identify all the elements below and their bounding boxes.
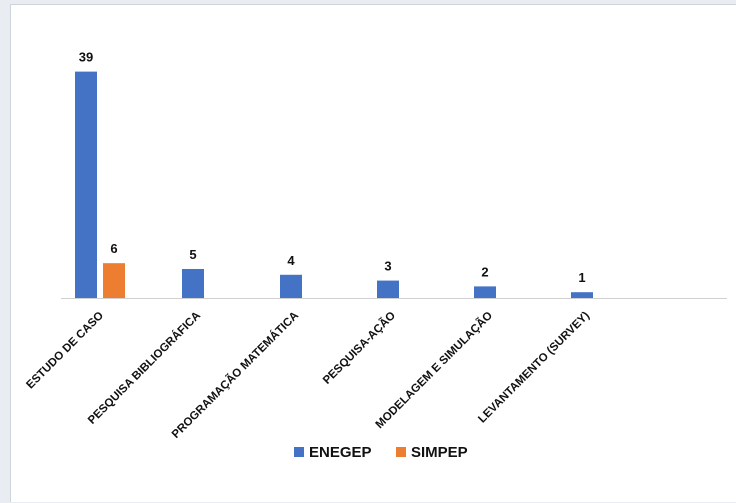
chart-panel: 39 6 ESTUDO DE CASO 5 PESQUISA BIBLIOGRÁFICA… bbox=[10, 4, 736, 502]
bar-enegep-6 bbox=[571, 292, 593, 298]
category-label-2: PESQUISA BIBLIOGRÁFICA bbox=[85, 309, 203, 427]
category-label-6: LEVANTAMENTO (SURVEY) bbox=[476, 310, 592, 426]
category-label-4: PESQUISA-AÇÃO bbox=[320, 309, 398, 387]
legend-label-simpep: SIMPEP bbox=[411, 444, 468, 461]
bar-enegep-5 bbox=[474, 286, 496, 298]
bar-enegep-3 bbox=[280, 274, 302, 298]
bar-chart: 39 6 ESTUDO DE CASO 5 PESQUISA BIBLIOGRÁFICA… bbox=[24, 50, 727, 461]
category-label-5: MODELAGEM E SIMULAÇÃO bbox=[373, 309, 495, 431]
value-label-enegep-3: 4 bbox=[287, 253, 295, 268]
value-label-enegep-1: 39 bbox=[79, 50, 93, 65]
value-label-enegep-5: 2 bbox=[481, 264, 488, 279]
legend-swatch-enegep bbox=[294, 447, 304, 457]
value-label-enegep-6: 1 bbox=[578, 270, 585, 285]
bar-enegep-4 bbox=[377, 280, 399, 298]
category-label-1: ESTUDO DE CASO bbox=[24, 310, 106, 392]
bar-simpep-1 bbox=[103, 263, 125, 298]
value-label-enegep-2: 5 bbox=[189, 247, 196, 262]
legend-label-enegep: ENEGEP bbox=[309, 444, 372, 461]
bar-enegep-1 bbox=[75, 71, 97, 298]
value-label-simpep-1: 6 bbox=[110, 241, 117, 256]
bar-enegep-2 bbox=[182, 268, 204, 298]
value-label-enegep-4: 3 bbox=[384, 259, 391, 274]
legend-swatch-simpep bbox=[396, 447, 406, 457]
